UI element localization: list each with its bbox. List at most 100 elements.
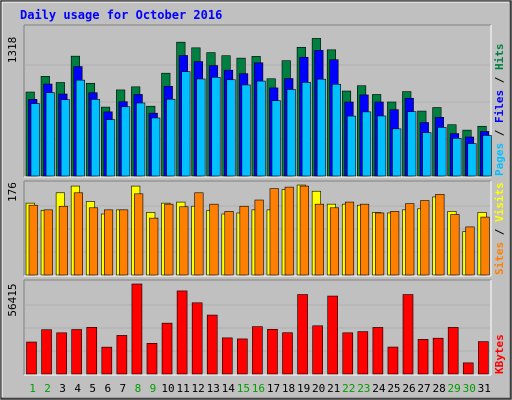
x-axis-day-label: 9 (150, 382, 157, 395)
x-axis-day-label: 11 (176, 382, 189, 395)
pages-bar (331, 83, 342, 177)
pages-bar (467, 143, 477, 177)
pages-bar (286, 89, 296, 177)
sites-bar (134, 193, 144, 276)
pages-bar (422, 132, 432, 177)
pages-bar (121, 106, 131, 177)
legend-visits: Visits (493, 182, 506, 222)
pages-bar (166, 98, 176, 177)
sites-bar (164, 203, 174, 276)
kbytes-bar (131, 283, 143, 375)
x-axis-day-label: 30 (463, 382, 476, 395)
legend-sep-2: / (493, 70, 506, 90)
kbytes-bar (417, 339, 429, 375)
kbytes-bar (146, 343, 158, 375)
pages-bar (60, 99, 70, 177)
pages-bar (181, 71, 191, 177)
pages-bar (136, 102, 146, 177)
kbytes-bar (282, 332, 293, 375)
kbytes-bar (327, 295, 339, 375)
kbytes-bar (402, 294, 414, 375)
legend-panel-3: KBytes (493, 334, 506, 374)
x-axis-day-label: 2 (44, 382, 51, 395)
sites-bar (344, 201, 355, 276)
sites-bar (420, 200, 430, 276)
kbytes-bar (267, 329, 278, 375)
kbytes-bar (297, 294, 308, 375)
kbytes-bar (116, 335, 128, 375)
x-axis-day-label: 26 (402, 382, 415, 395)
sites-bar (73, 192, 83, 276)
legend-panel-1: Pages / Files / Hits (493, 44, 506, 177)
sites-bar (119, 209, 129, 276)
panel-3-bars (26, 283, 489, 375)
x-axis-day-label: 4 (74, 382, 81, 395)
x-axis-day-label: 27 (417, 382, 430, 395)
pages-bar (316, 78, 326, 177)
pages-bar (437, 127, 447, 177)
legend-sites: Sites (493, 242, 506, 275)
x-axis-day-label: 17 (267, 382, 280, 395)
sites-bar (405, 203, 415, 276)
legend-sep-3: / (493, 222, 506, 242)
x-axis-day-label: 19 (297, 382, 310, 395)
x-axis-day-label: 25 (387, 382, 400, 395)
x-axis-day-label: 16 (252, 382, 265, 395)
pages-bar (452, 138, 462, 177)
legend-panel-2: Sites / Visits (493, 182, 506, 275)
sites-bar (314, 203, 324, 276)
kbytes-bar (206, 314, 218, 375)
pages-bar (256, 80, 266, 177)
kbytes-bar (86, 327, 98, 375)
panel-2-ymax-label: 176 (6, 182, 19, 202)
sites-bar (194, 192, 204, 276)
sites-bar (360, 203, 370, 276)
pages-bar (226, 79, 236, 177)
x-axis-day-label: 29 (448, 382, 461, 395)
kbytes-bar (221, 337, 233, 375)
sites-bar (88, 207, 99, 276)
pages-bar (407, 111, 417, 177)
pages-bar (211, 77, 221, 177)
x-axis-day-label: 13 (207, 382, 220, 395)
kbytes-bar (462, 362, 474, 375)
pages-bar (241, 84, 251, 177)
sites-bar (209, 203, 219, 276)
sites-bar (299, 185, 309, 276)
x-axis-day-labels: 1 2 3 4 5 6 7 8 9 10 11 12 13 14 15 16 17 18 19 20 21 22 23 24 2… (29, 382, 491, 395)
pages-bar (301, 82, 311, 177)
kbytes-bar (312, 325, 323, 375)
x-axis-day-label: 15 (237, 382, 250, 395)
pages-bar (75, 79, 85, 177)
pages-bar (106, 119, 116, 177)
sites-bar (224, 211, 234, 276)
pages-bar (482, 135, 492, 177)
x-axis-day-label: 22 (342, 382, 355, 395)
x-axis-day-label: 12 (192, 382, 205, 395)
legend-kbytes: KBytes (493, 334, 506, 374)
sites-bar (149, 217, 159, 276)
pages-bar (392, 128, 402, 177)
x-axis-day-label: 3 (59, 382, 66, 395)
legend-hits: Hits (493, 44, 506, 71)
x-axis-day-label: 10 (161, 382, 174, 395)
kbytes-bar (237, 338, 248, 375)
kbytes-bar (432, 337, 444, 375)
kbytes-bar (101, 346, 113, 375)
sites-bar (375, 212, 385, 276)
kbytes-bar (387, 346, 399, 375)
x-axis-day-label: 31 (478, 382, 491, 395)
panel-3-ymax-label: 56415 (6, 283, 19, 316)
kbytes-bar (41, 329, 52, 375)
x-axis-day-label: 20 (312, 382, 325, 395)
kbytes-bar (372, 327, 384, 375)
sites-bar (239, 205, 249, 276)
legend-sep-1: / (493, 123, 506, 143)
kbytes-bar (191, 302, 203, 375)
legend-pages: Pages (493, 143, 506, 176)
pages-bar (90, 99, 101, 177)
legend-files: Files (493, 90, 506, 123)
x-axis-day-label: 24 (372, 382, 386, 395)
kbytes-bar (447, 327, 459, 375)
